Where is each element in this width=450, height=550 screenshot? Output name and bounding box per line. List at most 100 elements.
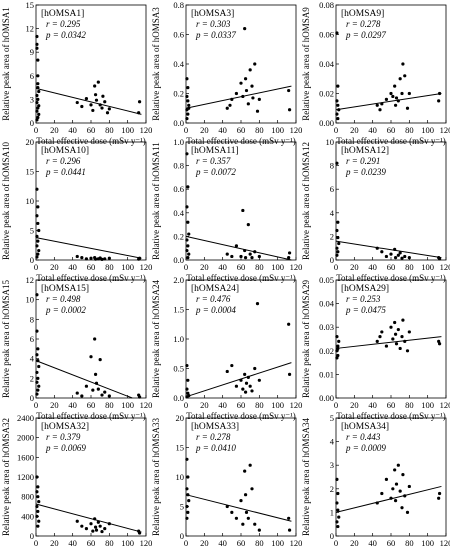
- data-point: [93, 525, 98, 529]
- data-point: [186, 475, 190, 479]
- x-axis-label: Total effective dose (mSv y⁻¹): [186, 136, 296, 146]
- y-tick-label: 15: [26, 167, 35, 177]
- data-point: [246, 102, 250, 106]
- y-tick-label: 9: [30, 47, 34, 57]
- data-point: [35, 187, 39, 191]
- regression-line: [35, 87, 142, 115]
- data-point: [378, 108, 382, 112]
- data-point: [186, 493, 190, 497]
- data-point: [80, 256, 84, 260]
- data-point: [253, 522, 257, 526]
- panel-homsa29: 0.000.010.020.030.040.05020406080100120T…: [301, 275, 450, 421]
- data-point: [35, 475, 39, 479]
- y-tick-label: 2000: [17, 433, 34, 443]
- y-tick-label: 20: [176, 413, 185, 423]
- y-tick-label: 0.00: [319, 118, 334, 128]
- y-tick-label: 12: [26, 275, 35, 285]
- data-point: [248, 68, 252, 72]
- data-point: [96, 80, 100, 84]
- x-tick-label: 20: [200, 538, 209, 548]
- data-point: [100, 106, 104, 110]
- x-tick-label: 40: [368, 262, 377, 272]
- data-point: [36, 347, 40, 351]
- data-point: [103, 257, 107, 261]
- data-point: [250, 256, 254, 260]
- data-point: [401, 318, 405, 322]
- data-point: [98, 358, 102, 362]
- x-tick-label: 0: [184, 125, 188, 135]
- x-tick-label: 80: [255, 125, 264, 135]
- data-point: [75, 519, 79, 523]
- data-point: [401, 473, 405, 477]
- p-value: p = 0.0410: [195, 443, 236, 453]
- x-tick-label: 40: [368, 400, 377, 410]
- data-point: [234, 516, 239, 520]
- data-point: [36, 86, 40, 90]
- data-point: [336, 491, 340, 496]
- y-tick-label: 0: [180, 531, 184, 541]
- r-value: r = 0.357: [196, 156, 231, 166]
- data-point: [107, 107, 111, 111]
- data-point: [403, 254, 407, 259]
- data-point: [393, 320, 397, 325]
- data-point: [36, 495, 40, 499]
- data-point: [241, 522, 245, 526]
- y-tick-label: 8: [30, 314, 34, 324]
- data-point: [287, 88, 291, 93]
- data-point: [389, 91, 393, 96]
- data-point: [244, 88, 249, 93]
- y-tick-label: 0.04: [319, 299, 335, 309]
- x-tick-label: 60: [87, 125, 96, 135]
- x-axis-label: Total effective dose (mSv y⁻¹): [336, 273, 446, 283]
- x-tick-label: 120: [290, 400, 303, 410]
- data-point: [255, 109, 260, 113]
- data-point: [239, 254, 243, 259]
- y-tick-label: 5: [330, 413, 334, 423]
- data-point: [335, 477, 339, 481]
- data-point: [375, 501, 379, 505]
- data-point: [36, 58, 40, 62]
- data-point: [393, 84, 397, 88]
- y-tick-label: 0: [30, 531, 34, 541]
- data-point: [244, 381, 249, 385]
- data-point: [401, 62, 405, 66]
- x-axis-label: Total effective dose (mSv y⁻¹): [336, 136, 446, 146]
- data-point: [35, 100, 39, 105]
- panel-label: [hOMSA15]: [41, 284, 89, 294]
- data-point: [225, 106, 229, 110]
- regression-line: [185, 235, 292, 261]
- data-point: [103, 390, 107, 394]
- y-axis-label: Relative peak area of hOMSA34: [301, 418, 311, 536]
- x-tick-label: 40: [68, 262, 77, 272]
- p-value: p = 0.0069: [45, 443, 86, 453]
- data-point: [37, 248, 41, 253]
- panel-homsa34: 0 1 2 3 4 5 0 20 40 60 80 100 120 Total effective dos…: [301, 413, 450, 550]
- x-tick-label: 100: [121, 400, 134, 410]
- x-tick-label: 100: [121, 262, 134, 272]
- data-point: [336, 508, 340, 512]
- data-point: [251, 96, 255, 100]
- x-tick-label: 20: [200, 125, 209, 135]
- data-point: [84, 384, 89, 388]
- data-point: [248, 384, 252, 388]
- data-point: [36, 106, 40, 110]
- data-point: [36, 221, 40, 226]
- data-point: [257, 378, 261, 382]
- p-value: p = 0.0239: [345, 167, 386, 177]
- x-axis-label: Total effective dose (mSv y⁻¹): [186, 411, 296, 421]
- data-point: [396, 327, 400, 332]
- y-tick-label: 1: [330, 507, 334, 517]
- data-point: [35, 380, 39, 384]
- x-tick-label: 20: [350, 400, 359, 410]
- r-value: r = 0.278: [196, 432, 231, 442]
- y-tick-label: 10: [326, 137, 335, 147]
- y-tick-label: 5: [30, 226, 34, 236]
- x-tick-label: 60: [387, 125, 396, 135]
- data-point: [380, 102, 384, 106]
- data-point: [94, 381, 99, 385]
- x-tick-label: 120: [440, 538, 450, 548]
- data-point: [243, 469, 247, 473]
